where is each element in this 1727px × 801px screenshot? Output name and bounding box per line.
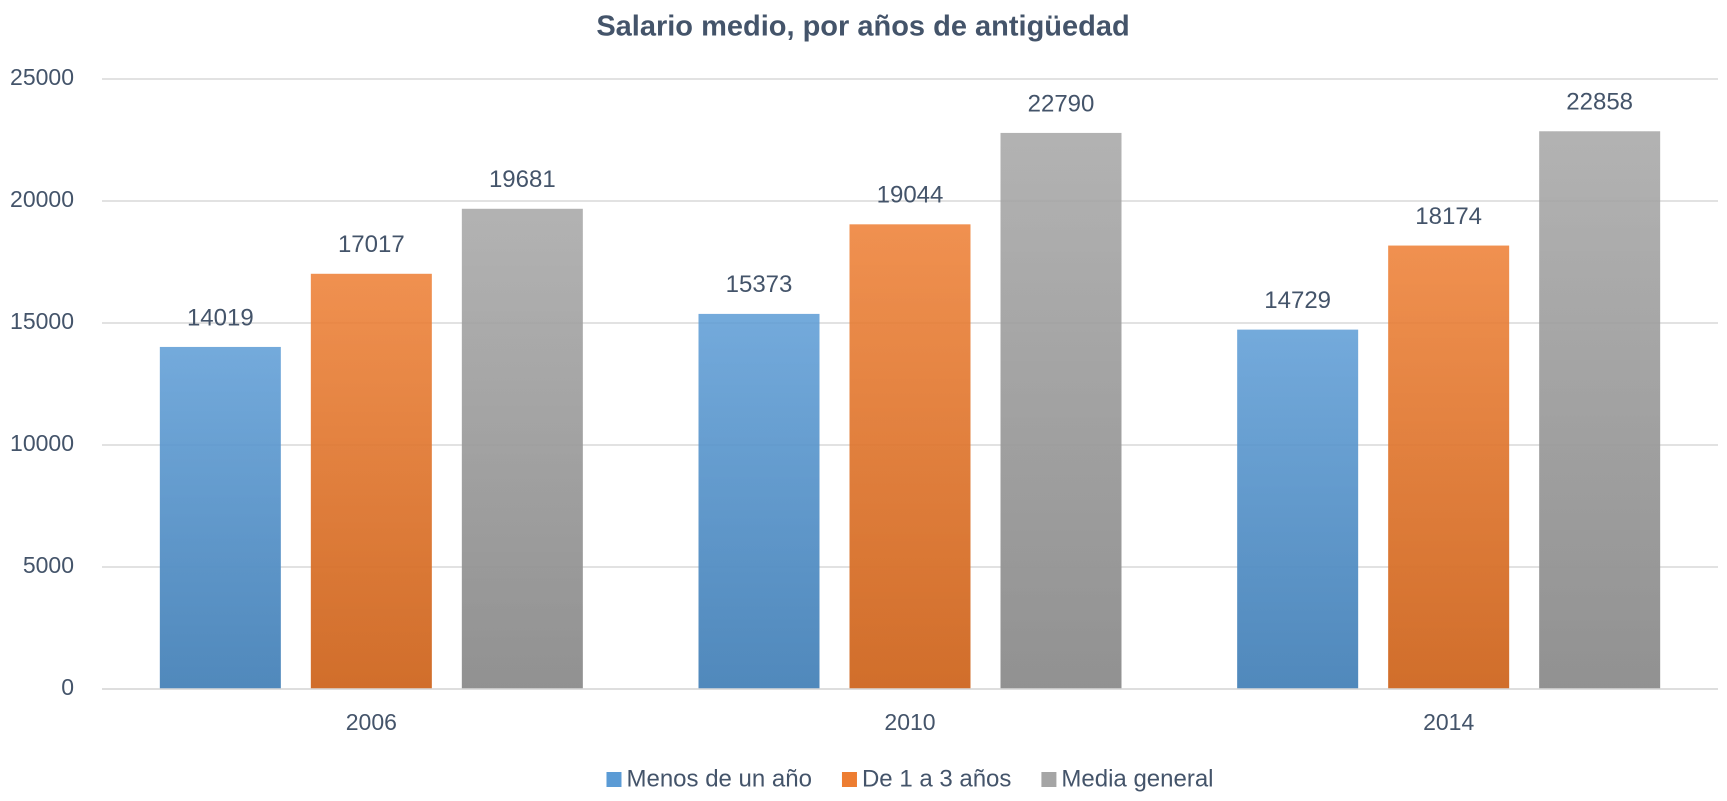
data-label: 19044: [877, 182, 944, 209]
y-tick-label: 0: [61, 674, 74, 700]
bar: [1539, 131, 1661, 690]
y-tick-label: 20000: [10, 186, 74, 212]
legend-label: Media general: [1061, 765, 1213, 792]
x-tick-label: 2014: [1423, 709, 1474, 735]
data-label: 22790: [1028, 90, 1095, 117]
data-label: 15373: [726, 271, 793, 298]
bar: [310, 273, 432, 689]
legend-swatch: [1041, 772, 1057, 787]
bar: [159, 346, 281, 689]
bar: [461, 208, 583, 689]
y-tick-label: 25000: [10, 64, 74, 90]
data-label: 17017: [338, 231, 405, 258]
bar: [698, 313, 820, 689]
x-tick-label: 2006: [346, 709, 397, 735]
legend-label: Menos de un año: [626, 765, 811, 792]
data-label: 18174: [1415, 203, 1482, 230]
legend-label: De 1 a 3 años: [862, 765, 1011, 792]
y-tick-label: 15000: [10, 308, 74, 334]
bar: [1000, 132, 1122, 689]
data-label: 14729: [1264, 287, 1331, 314]
chart-title: Salario medio, por años de antigüedad: [596, 11, 1129, 43]
data-label: 22858: [1566, 89, 1633, 116]
legend-swatch: [841, 772, 857, 787]
x-tick-label: 2010: [884, 709, 935, 735]
legend-swatch: [606, 772, 622, 787]
bar: [1237, 329, 1359, 689]
y-tick-label: 10000: [10, 430, 74, 456]
bar: [849, 224, 971, 689]
data-label: 14019: [187, 304, 254, 331]
y-tick-label: 5000: [23, 552, 74, 578]
bar: [1388, 245, 1510, 690]
data-label: 19681: [489, 166, 556, 193]
